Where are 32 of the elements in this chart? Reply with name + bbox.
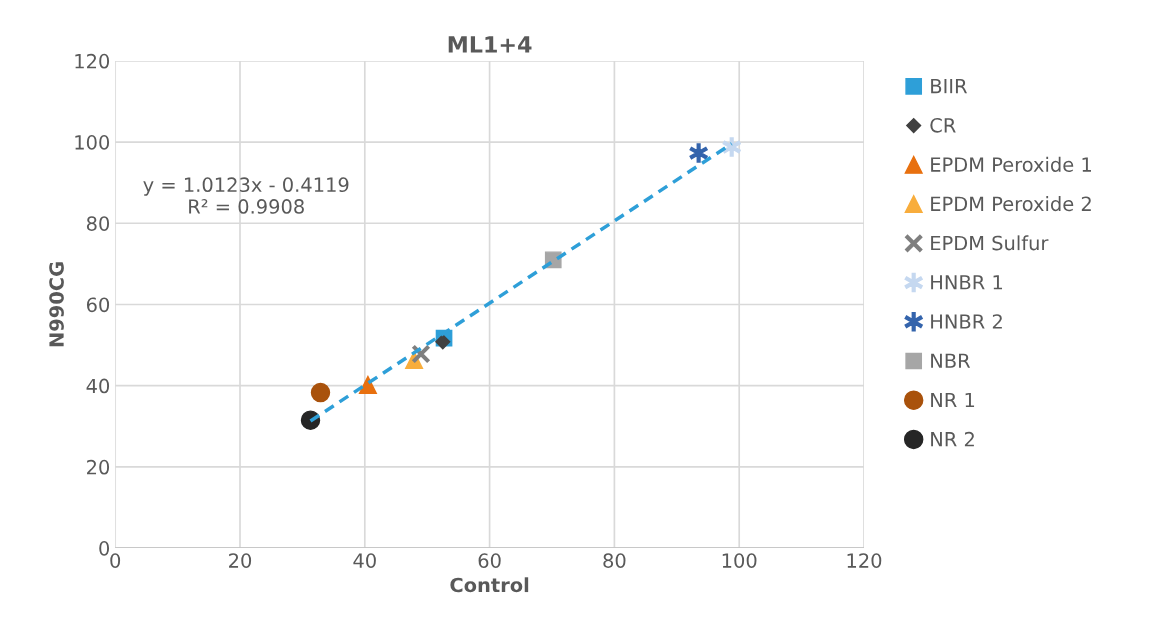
y-tick-label: 0 <box>99 541 110 556</box>
legend-label: HNBR 1 <box>931 275 1003 290</box>
point <box>358 375 377 394</box>
legend-label: EPDM Peroxide 1 <box>931 156 1091 172</box>
legend-label: CR <box>930 117 956 133</box>
legend-label: NR 1 <box>931 392 975 408</box>
y-tick-label: 120 <box>75 53 110 69</box>
legend-label: HNBR 2 <box>931 314 1002 329</box>
y-tick-label: 40 <box>86 378 110 394</box>
x-tick-label: 0 <box>110 553 121 568</box>
y-tick-label: 60 <box>86 297 110 313</box>
x-tick-label: 60 <box>478 553 501 568</box>
legend-label: NBR <box>931 353 971 368</box>
legend-label: NR 2 <box>931 431 974 447</box>
point <box>411 344 431 364</box>
point <box>310 382 331 403</box>
y-tick-label: 20 <box>87 459 110 475</box>
legend-label: EPDM Peroxide 2 <box>931 196 1091 212</box>
annotation: y = 1.0123x - 0.4119 R² = 0.9908 <box>143 177 349 214</box>
x-tick-label: 20 <box>229 553 252 568</box>
y-axis-title: N990CG <box>49 262 64 347</box>
chart-title: ML1+4 <box>448 36 532 53</box>
x-tick-label: 100 <box>722 553 757 568</box>
x-axis-title: Control <box>450 577 529 593</box>
point <box>435 334 451 350</box>
x-tick-label: 120 <box>847 553 882 568</box>
x-tick-label: 80 <box>603 553 626 568</box>
legend-label: BIIR <box>931 78 967 94</box>
x-tick-label: 40 <box>353 553 376 568</box>
y-tick-label: 80 <box>86 216 110 231</box>
y-tick-label: 100 <box>75 135 110 150</box>
legend-label: EPDM Sulfur <box>931 235 1049 251</box>
